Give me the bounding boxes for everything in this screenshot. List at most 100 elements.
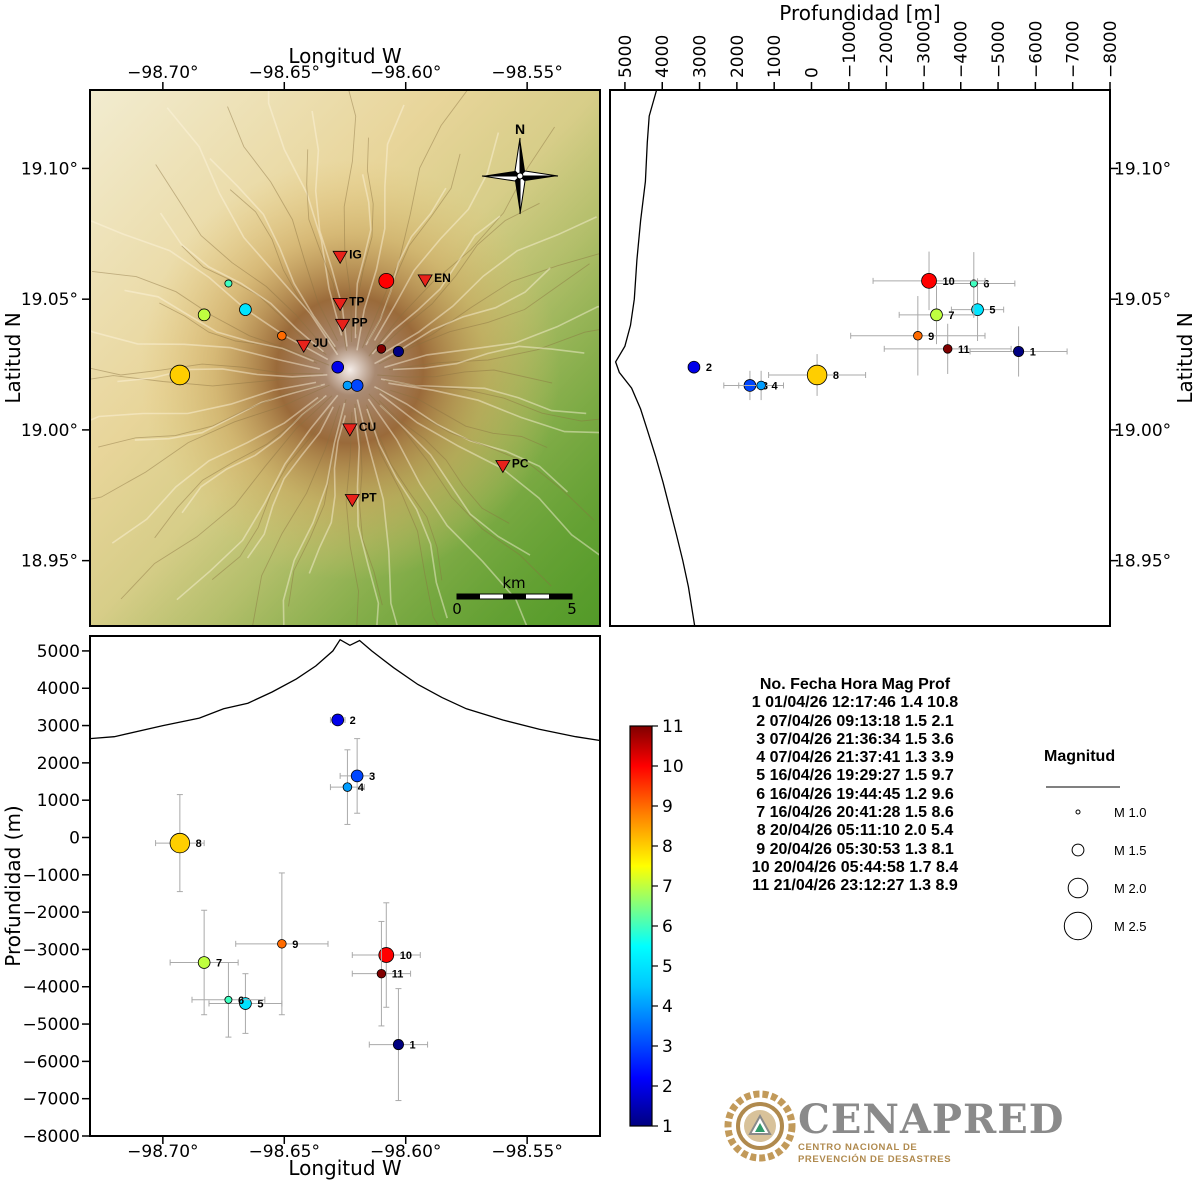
depth-top-tick-label: 2000: [728, 35, 748, 78]
terrain-ridge-line: [353, 407, 380, 626]
map-x-axis-title: Longitud W: [288, 44, 402, 68]
ew-event-marker: [378, 947, 395, 963]
colorbar-tick-label: 4: [662, 997, 673, 1017]
map-event-marker: [197, 308, 211, 322]
terrain-ridge-line: [379, 404, 531, 556]
ew-event-label: 5: [257, 999, 263, 1011]
terrain-ridge-line: [354, 403, 383, 606]
terrain-ridge-line: [209, 158, 336, 348]
event-table-row: 2 07/04/26 09:13:18 1.5 2.1: [756, 712, 954, 730]
depth-top-tick-label: −3000: [914, 20, 934, 78]
terrain-ridge-line: [111, 396, 319, 544]
ew-event-marker: [239, 997, 252, 1010]
terrain-ridge-line: [377, 388, 595, 521]
volcano-slope-shading: [140, 160, 560, 580]
ew-event-label: 9: [292, 939, 298, 951]
terrain-ridge-line: [308, 415, 346, 574]
legend-title: Magnitud: [1044, 748, 1116, 765]
terrain-ridge-line: [377, 369, 553, 384]
terrain-ridges: [90, 90, 600, 626]
station-marker: [417, 274, 433, 288]
cross-depth-tick-label: 2000: [37, 754, 80, 774]
terrain-ridge-line: [90, 384, 330, 500]
station-marker: [334, 318, 351, 333]
scale-end: 5: [567, 600, 577, 618]
terrain-ridge-line: [384, 305, 600, 369]
map-lat-tick-label: 19.00°: [21, 421, 78, 441]
terrain-ridge-line: [374, 267, 551, 365]
map-events-layer: [169, 273, 404, 392]
ns-event-marker: [756, 380, 766, 391]
event-table-row: 6 16/04/26 19:44:45 1.2 9.6: [756, 785, 954, 803]
ns-event-label: 10: [942, 276, 954, 288]
station-marker: [332, 250, 348, 265]
ns-event-label: 7: [948, 310, 954, 322]
station-label: EN: [434, 271, 451, 285]
terrain-ridge-line: [117, 368, 328, 383]
ew-event-marker: [392, 1039, 404, 1051]
station-marker: [342, 423, 358, 437]
scale-bar: km 0 5: [452, 574, 577, 618]
depth-ns-ticks: 5000 4000 3000 2000 1000 0 −1000 −2000 −3000 −400…: [616, 20, 1171, 571]
terrain-ridge-line: [368, 393, 552, 587]
legend-item-label: M 2.0: [1114, 881, 1147, 896]
colorbar-tick-label: 2: [662, 1077, 673, 1097]
terrain-ridge-line: [155, 164, 324, 347]
terrain-ridge-line: [380, 378, 587, 415]
depth-top-tick-label: 5000: [616, 35, 636, 78]
terrain-ridge-line: [375, 202, 540, 353]
colorbar-tick-label: 10: [662, 757, 684, 777]
event-table-row: 10 20/04/26 05:44:58 1.7 8.4: [751, 858, 959, 876]
terrain-ridge-line: [365, 187, 447, 346]
station-marker: [332, 297, 348, 312]
ns-event-label: 11: [958, 344, 970, 356]
ns-event-label: 8: [833, 370, 839, 382]
logo-name: CENAPRED: [798, 1096, 1065, 1143]
map-event-marker: [350, 379, 364, 392]
terrain-ridge-line: [374, 385, 569, 493]
legend-circle: [1071, 843, 1085, 857]
cross-lon-tick-label: −98.70°: [127, 1142, 198, 1162]
map-event-marker: [277, 331, 287, 341]
terrain-ridge-line: [366, 413, 440, 626]
ns-event-marker: [687, 360, 701, 374]
terrain-ridge-line: [90, 329, 320, 370]
cross-depth-tick-label: −1000: [22, 866, 80, 886]
terrain-ridge-line: [356, 104, 405, 351]
cross-lon-tick-label: −98.65°: [249, 1142, 320, 1162]
depth-top-tick-label: −8000: [1101, 20, 1121, 78]
colorbar-tick-label: 9: [662, 797, 673, 817]
depth-top-tick-label: 0: [802, 67, 822, 78]
colorbar-tick-label: 8: [662, 837, 673, 857]
north-label: N: [515, 121, 525, 137]
scale-start: 0: [452, 600, 462, 618]
station-label: TP: [349, 294, 364, 308]
ns-surface-profile: [614, 89, 696, 627]
station-label: PP: [352, 315, 368, 329]
terrain-ridge-line: [98, 384, 322, 448]
terrain-ridge-line: [371, 215, 501, 355]
map-lon-tick-label: −98.55°: [491, 63, 562, 83]
map-event-marker: [392, 345, 404, 357]
colorbar: 1 2 3 4 5 6 7 8 9 10 11: [629, 717, 684, 1137]
ew-event-marker: [342, 782, 353, 792]
logo-text: CENAPRED CENTRO NACIONAL DE PREVENCIÓN D…: [798, 1098, 1064, 1166]
ns-event-label: 4: [771, 380, 778, 392]
cross-lon-tick-label: −98.55°: [491, 1142, 562, 1162]
ns-event-label: 2: [706, 362, 712, 374]
terrain-ridge-line: [356, 137, 374, 335]
ew-event-marker: [331, 713, 345, 727]
terrain-ridge-line: [366, 408, 448, 619]
map-lon-tick-label: −98.65°: [249, 63, 320, 83]
terrain-ridge-line: [267, 90, 343, 336]
colorbar-ticks: 1 2 3 4 5 6 7 8 9 10 11: [652, 717, 684, 1137]
station-marker: [495, 460, 511, 474]
cross-depth-tick-label: −2000: [22, 903, 80, 923]
map-frame: [89, 89, 601, 627]
ns-event-label: 9: [928, 331, 934, 343]
colorbar-gradient: [629, 725, 653, 1127]
legend-circle: [1075, 809, 1081, 815]
ew-event-label: 4: [358, 782, 365, 794]
cross-depth-tick-label: 5000: [37, 642, 80, 662]
